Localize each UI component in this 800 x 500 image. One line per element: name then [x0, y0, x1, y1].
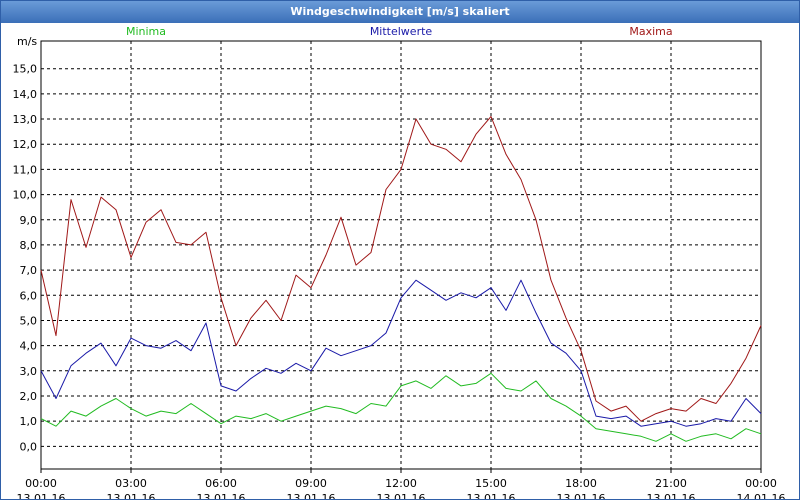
x-tick-time: 21:00: [655, 477, 687, 490]
x-tick-time: 18:00: [565, 477, 597, 490]
y-tick-label: 4,0: [20, 340, 38, 353]
grid: [41, 41, 761, 469]
series-line-mittelwerte: [40, 279, 762, 427]
series: [40, 116, 762, 442]
y-tick-label: 10,0: [13, 189, 38, 202]
y-tick-label: 2,0: [20, 390, 38, 403]
legend-mittelwerte: Mittelwerte: [370, 25, 433, 38]
y-axis-ticks: 0,0 1,0 2,0 3,0 4,0 5,0 6,0 7,0 8,0 9,0 10,0 11,0 12…: [13, 63, 38, 454]
legend-maxima: Maxima: [629, 25, 672, 38]
chart-area: 0,0 1,0 2,0 3,0 4,0 5,0 6,0 7,0 8,0 9,0 10,0 11,0 12…: [13, 25, 786, 499]
plot-frame: [40, 40, 762, 470]
y-tick-label: 8,0: [20, 239, 38, 252]
series-line-minima: [40, 372, 762, 442]
y-tick-label: 6,0: [20, 289, 38, 302]
series-line-maxima: [40, 116, 762, 422]
x-tick-time: 15:00: [475, 477, 507, 490]
x-axis-ticks: 00:00 13.01.16 03:00 13.01.16 06:00 13.01.16 0…: [17, 469, 786, 499]
x-tick-time: 09:00: [295, 477, 327, 490]
y-tick-label: 9,0: [20, 214, 38, 227]
y-axis-label: m/s: [17, 35, 37, 48]
y-tick-label: 12,0: [13, 138, 38, 151]
legend-minima: Minima: [126, 25, 166, 38]
y-tick-label: 13,0: [13, 113, 38, 126]
y-tick-label: 14,0: [13, 88, 38, 101]
y-tick-label: 7,0: [20, 264, 38, 277]
x-tick-date: 13.01.16: [377, 492, 426, 499]
y-tick-label: 11,0: [13, 163, 38, 176]
y-tick-label: 0,0: [20, 440, 38, 453]
x-tick-time: 06:00: [205, 477, 237, 490]
x-tick-time: 00:00: [745, 477, 777, 490]
window-title: Windgeschwindigkeit [m/s] skaliert: [1, 1, 799, 23]
x-tick-date: 13.01.16: [107, 492, 156, 499]
x-tick-date: 13.01.16: [647, 492, 696, 499]
x-tick-date: 13.01.16: [197, 492, 246, 499]
x-tick-time: 03:00: [115, 477, 147, 490]
y-tick-label: 15,0: [13, 63, 38, 76]
x-tick-time: 12:00: [385, 477, 417, 490]
x-tick-date: 14.01.16: [737, 492, 786, 499]
y-tick-label: 5,0: [20, 314, 38, 327]
x-tick-time: 00:00: [25, 477, 57, 490]
y-tick-label: 1,0: [20, 415, 38, 428]
y-tick-label: 3,0: [20, 365, 38, 378]
x-tick-date: 13.01.16: [557, 492, 606, 499]
x-tick-date: 13.01.16: [467, 492, 516, 499]
x-tick-date: 13.01.16: [287, 492, 336, 499]
x-tick-date: 13.01.16: [17, 492, 66, 499]
